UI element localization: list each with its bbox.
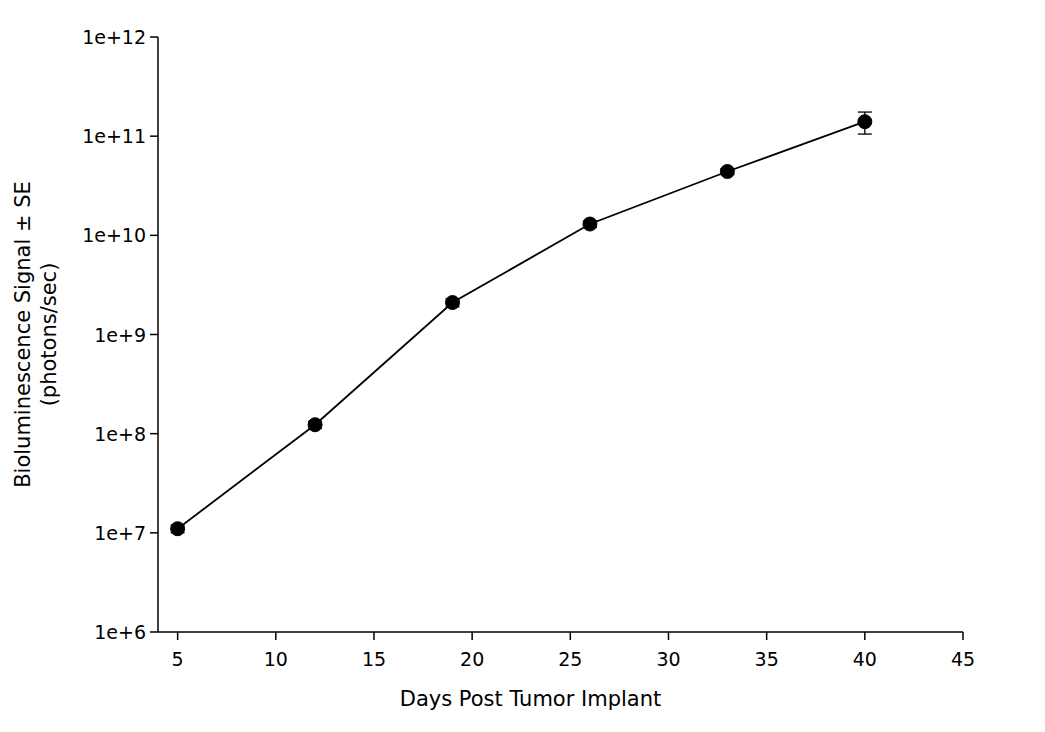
y-tick-label: 1e+6	[94, 621, 146, 643]
x-tick	[570, 632, 572, 640]
x-tick-label: 15	[362, 648, 386, 670]
x-tick	[471, 632, 473, 640]
data-point	[858, 115, 872, 129]
x-tick	[373, 632, 375, 640]
x-axis-label: Days Post Tumor Implant	[400, 687, 662, 711]
y-tick	[150, 135, 158, 137]
y-tick-label: 1e+10	[82, 224, 146, 246]
error-bar-cap	[858, 111, 872, 112]
x-axis	[158, 631, 963, 633]
x-tick	[766, 632, 768, 640]
data-point	[583, 217, 597, 231]
y-tick	[150, 631, 158, 633]
data-point	[720, 165, 734, 179]
x-tick	[864, 632, 866, 640]
x-tick-label: 5	[172, 648, 184, 670]
error-bar	[858, 112, 872, 134]
x-tick-label: 40	[853, 648, 877, 670]
x-tick	[962, 632, 964, 640]
y-axis-label: Bioluminescence Signal ± SE	[11, 181, 35, 488]
x-tick-label: 20	[460, 648, 484, 670]
error-bar-cap	[858, 133, 872, 134]
x-tick-label: 10	[264, 648, 288, 670]
plot-area	[171, 112, 872, 536]
x-tick-label: 30	[656, 648, 680, 670]
y-axis-label: (photons/sec)	[37, 263, 61, 407]
y-tick	[150, 433, 158, 435]
y-tick	[150, 334, 158, 336]
x-tick-label: 45	[951, 648, 975, 670]
chart: 1e+6 1e+7 1e+8 1e+9 1e+10 1e+11 1e+12 5 10 15 20 25…	[0, 0, 1045, 732]
x-tick	[177, 632, 179, 640]
x-tick	[668, 632, 670, 640]
x-tick-label: 35	[755, 648, 779, 670]
x-tick-label: 25	[558, 648, 582, 670]
y-tick-label: 1e+8	[94, 423, 146, 445]
y-tick-label: 1e+9	[94, 324, 146, 346]
y-tick-label: 1e+12	[82, 26, 146, 48]
y-tick	[150, 36, 158, 38]
x-tick	[275, 632, 277, 640]
series-line	[178, 122, 865, 529]
y-tick	[150, 235, 158, 237]
y-tick-label: 1e+11	[82, 125, 146, 147]
y-tick	[150, 532, 158, 534]
data-point	[171, 522, 185, 536]
y-tick-label: 1e+7	[94, 522, 146, 544]
data-point	[308, 418, 322, 432]
data-point	[446, 296, 460, 310]
